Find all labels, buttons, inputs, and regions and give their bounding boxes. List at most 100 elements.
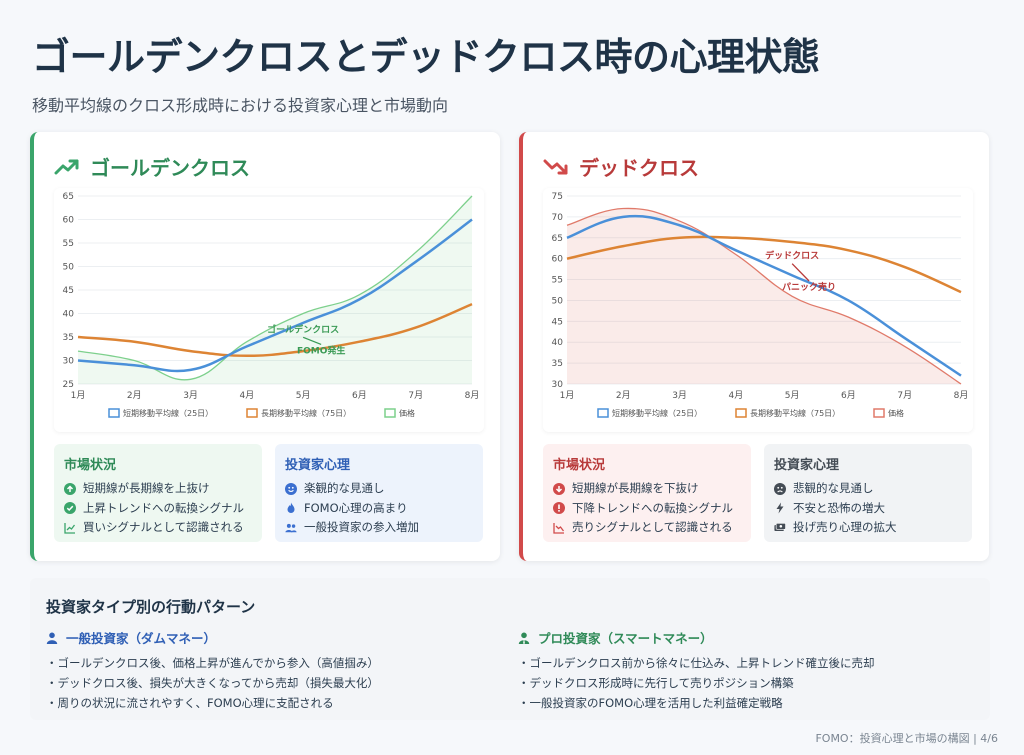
list-item: FOMO心理の高まり <box>285 499 473 519</box>
dead-psychology-panel: 投資家心理 悲観的な見通し 不安と恐怖の増大 投げ売り心理の拡大 <box>764 444 972 542</box>
x-tick-label: 7月 <box>897 390 912 401</box>
x-tick-label: 4月 <box>239 390 254 401</box>
list-item: 買いシグナルとして認識される <box>64 518 252 538</box>
smile-icon <box>285 482 297 495</box>
short-ma-line <box>77 218 473 373</box>
legend-swatch <box>384 408 396 418</box>
golden-market-title: 市場状況 <box>64 458 117 473</box>
x-tick-label: 1月 <box>560 390 575 401</box>
x-tick-label: 8月 <box>465 390 480 401</box>
annotation-arrow <box>791 263 810 282</box>
money-icon <box>774 522 786 534</box>
user-tie-icon <box>518 632 530 644</box>
y-tick-label: 35 <box>552 359 563 369</box>
trend-up-icon <box>54 159 79 174</box>
x-tick-label: 6月 <box>841 390 856 401</box>
y-tick-label: 60 <box>552 255 564 265</box>
list-item: 一般投資家の参入増加 <box>285 518 473 538</box>
list-item: 短期線が長期線を上抜け <box>64 479 252 499</box>
price-area <box>567 208 961 384</box>
short-ma-line <box>566 214 962 377</box>
golden-cross-card: ゴールデンクロス 25 30 35 40 45 50 55 60 65 1月 2月 3月 4月 5月 6月 7… <box>30 132 500 561</box>
fire-icon <box>285 502 297 514</box>
x-tick-label: 5月 <box>296 390 311 401</box>
list-item-text: 売りシグナルとして認識される <box>572 520 733 534</box>
dead-cross-heading: デッドクロス <box>543 152 699 181</box>
y-tick-label: 65 <box>63 192 74 202</box>
list-item-text: 楽観的な見通し <box>304 481 385 495</box>
y-tick-label: 60 <box>63 216 75 226</box>
list-item-text: 下降トレンドへの転換シグナル <box>572 500 733 515</box>
list-item-text: 上昇トレンドへの転換シグナル <box>83 500 244 515</box>
bolt-icon <box>774 502 786 514</box>
legend-label: 価格 <box>399 408 415 418</box>
long-ma-line <box>566 235 962 294</box>
legend-swatch <box>246 408 258 418</box>
chart-line-icon <box>553 522 565 534</box>
legend-swatch <box>597 408 609 418</box>
legend-label: 長期移動平均線（75日） <box>261 408 351 418</box>
list-item: ゴールデンクロス後、価格上昇が進んでから参入（高値掴み） <box>46 653 496 673</box>
page-subtitle: 移動平均線のクロス形成時における投資家心理と市場動向 <box>32 96 449 115</box>
pro-investor-title: プロ投資家（スマートマネー） <box>538 631 713 646</box>
legend-swatch <box>108 408 120 418</box>
y-tick-label: 40 <box>63 310 75 320</box>
x-tick-label: 2月 <box>127 390 142 401</box>
dead-market-title: 市場状況 <box>553 458 606 473</box>
golden-psychology-title: 投資家心理 <box>285 458 351 473</box>
y-tick-label: 50 <box>552 296 564 306</box>
y-tick-label: 75 <box>552 192 563 202</box>
list-item-text: 一般投資家の参入増加 <box>304 520 419 534</box>
dead-market-panel: 市場状況 短期線が長期線を下抜け 下降トレンドへの転換シグナル 売りシグナルとし… <box>543 444 751 542</box>
arrow-up-circle-icon <box>64 482 76 495</box>
list-item: ゴールデンクロス前から徐々に仕込み、上昇トレンド確立後に売却 <box>518 653 968 673</box>
annotation-arrow <box>302 336 322 346</box>
investor-patterns-title: 投資家タイプ別の行動パターン <box>46 598 256 616</box>
list-item: 投げ売り心理の拡大 <box>774 518 962 538</box>
legend-label: 短期移動平均線（25日） <box>123 408 213 418</box>
golden-cross-title: ゴールデンクロス <box>90 156 250 180</box>
page-title: ゴールデンクロスとデッドクロス時の心理状態 <box>32 35 820 79</box>
legend-label: 長期移動平均線（75日） <box>750 408 840 418</box>
check-circle-icon <box>64 502 76 515</box>
investor-patterns-panel: 投資家タイプ別の行動パターン 一般投資家（ダムマネー） ゴールデンクロス後、価格… <box>30 578 990 720</box>
price-line <box>566 207 962 385</box>
x-tick-label: 7月 <box>408 390 423 401</box>
retail-investor-heading: 一般投資家（ダムマネー） <box>46 628 496 647</box>
x-tick-label: 1月 <box>71 390 86 401</box>
annotation-label: デッドクロス <box>765 250 819 262</box>
list-item: 下降トレンドへの転換シグナル <box>553 499 741 519</box>
legend-swatch <box>873 408 885 418</box>
annotation-label: ゴールデンクロス <box>267 323 339 335</box>
list-item-text: FOMO心理の高まり <box>304 500 408 515</box>
list-item: 短期線が長期線を下抜け <box>553 479 741 499</box>
pro-investor-column: プロ投資家（スマートマネー） ゴールデンクロス前から徐々に仕込み、上昇トレンド確… <box>518 628 968 713</box>
price-line <box>77 195 473 381</box>
list-item-text: 短期線が長期線を下抜け <box>572 481 699 495</box>
x-tick-label: 3月 <box>183 390 198 401</box>
golden-psychology-panel: 投資家心理 楽観的な見通し FOMO心理の高まり 一般投資家の参入増加 <box>275 444 483 542</box>
list-item: 周りの状況に流されやすく、FOMO心理に支配される <box>46 693 496 713</box>
list-item: デッドクロス後、損失が大きくなってから売却（損失最大化） <box>46 673 496 693</box>
y-tick-label: 30 <box>552 380 564 390</box>
annotation-label: FOMO発生 <box>297 344 345 356</box>
y-tick-label: 65 <box>552 234 563 244</box>
y-tick-label: 45 <box>552 317 563 327</box>
trend-down-icon <box>543 159 568 174</box>
pro-investor-heading: プロ投資家（スマートマネー） <box>518 628 968 647</box>
dead-psychology-title: 投資家心理 <box>774 458 840 473</box>
y-tick-label: 25 <box>63 380 74 390</box>
arrow-down-circle-icon <box>553 482 565 495</box>
golden-cross-heading: ゴールデンクロス <box>54 152 250 181</box>
legend-label: 価格 <box>888 408 904 418</box>
y-tick-label: 45 <box>63 286 74 296</box>
dead-cross-chart-svg: 30 35 40 45 50 55 60 65 70 75 1月 2月 3月 4月 5月 6月 7月 8月 デッドク… <box>552 192 969 418</box>
x-tick-label: 4月 <box>728 390 743 401</box>
list-item: デッドクロス形成時に先行して売りポジション構築 <box>518 673 968 693</box>
list-item: 不安と恐怖の増大 <box>774 499 962 519</box>
dead-cross-card: デッドクロス 30 35 40 45 50 55 60 65 70 75 1月 2月 3月 4月 5月 6月 7… <box>519 132 989 561</box>
chart-line-icon <box>64 522 76 534</box>
list-item: 楽観的な見通し <box>285 479 473 499</box>
y-tick-label: 50 <box>63 263 75 273</box>
list-item: 上昇トレンドへの転換シグナル <box>64 499 252 519</box>
